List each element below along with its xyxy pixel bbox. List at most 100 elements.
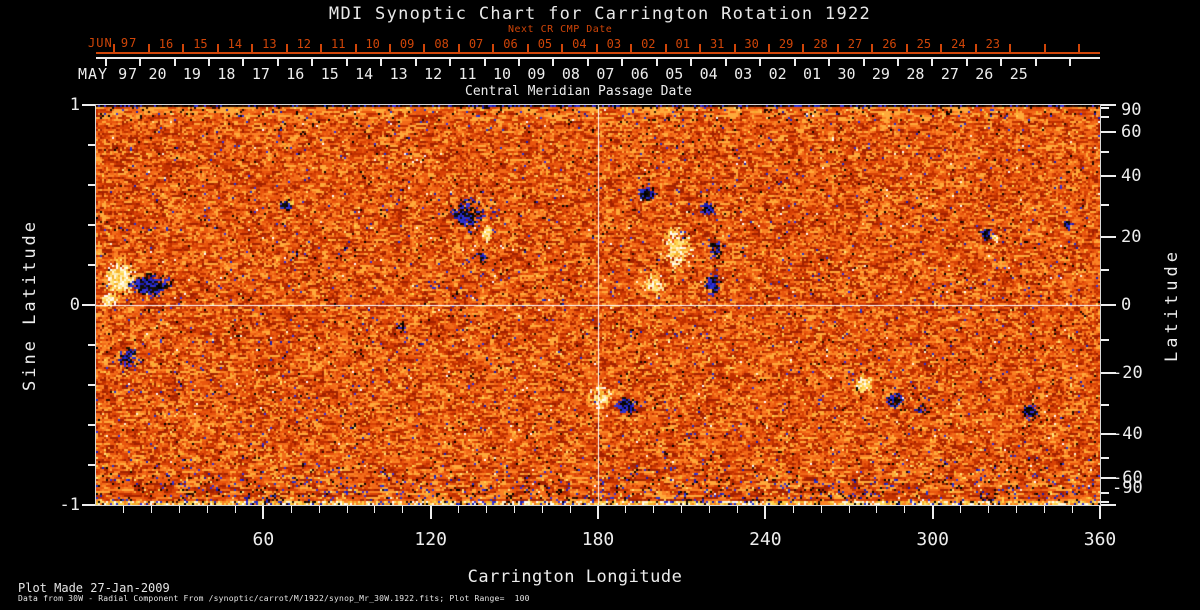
red-axis-tick bbox=[836, 44, 839, 52]
longitude-minor-tick bbox=[207, 506, 209, 513]
white-date-label: 04 bbox=[699, 65, 718, 83]
white-date-label: 01 bbox=[803, 65, 822, 83]
red-date-label: 09 bbox=[399, 37, 415, 51]
latitude-minor-tick bbox=[1101, 204, 1109, 206]
longitude-minor-tick bbox=[960, 506, 962, 513]
latitude-tick-label: -40 bbox=[1112, 423, 1143, 444]
red-axis-tick bbox=[147, 44, 150, 52]
white-date-label: 10 bbox=[492, 65, 512, 83]
red-axis-tick bbox=[595, 44, 598, 52]
red-date-label: 01 bbox=[675, 37, 690, 51]
latitude-minor-tick bbox=[1101, 116, 1109, 119]
longitude-minor-tick bbox=[179, 506, 181, 513]
white-axis-tick bbox=[896, 59, 899, 66]
white-axis-tick bbox=[586, 59, 589, 66]
footer-plot-made: Plot Made 27-Jan-2009 bbox=[18, 581, 170, 595]
longitude-minor-tick bbox=[151, 506, 153, 513]
latitude-major-tick bbox=[1101, 504, 1116, 506]
red-date-label: 05 bbox=[537, 37, 553, 51]
magnetogram-image bbox=[96, 105, 1100, 505]
longitude-major-tick bbox=[764, 506, 767, 519]
white-axis-tick bbox=[965, 59, 968, 66]
longitude-minor-tick bbox=[736, 506, 738, 513]
white-axis-tick bbox=[862, 59, 865, 66]
latitude-minor-tick bbox=[1101, 338, 1109, 341]
latitude-major-tick bbox=[1101, 175, 1116, 178]
sine-latitude-minor-tick bbox=[88, 464, 96, 466]
latitude-tick-label: 60 bbox=[1121, 121, 1142, 142]
longitude-minor-tick bbox=[541, 506, 543, 513]
white-axis-tick bbox=[345, 59, 348, 66]
longitude-minor-tick bbox=[402, 506, 404, 513]
longitude-tick-label: 120 bbox=[414, 529, 447, 550]
white-date-label: 14 bbox=[355, 65, 374, 83]
red-date-label: 12 bbox=[296, 37, 312, 51]
longitude-major-tick bbox=[429, 506, 432, 519]
white-axis-tick bbox=[828, 59, 831, 66]
red-date-label: 30 bbox=[744, 37, 759, 51]
white-axis-line bbox=[96, 57, 1100, 59]
white-date-label: 15 bbox=[320, 65, 339, 83]
red-axis-tick bbox=[182, 44, 185, 52]
white-axis-tick bbox=[552, 59, 555, 66]
white-axis-tick bbox=[655, 59, 658, 66]
red-axis-tick bbox=[561, 44, 564, 52]
red-axis-tick bbox=[940, 44, 943, 52]
white-axis-tick bbox=[793, 59, 796, 66]
white-date-label: 08 bbox=[561, 65, 580, 83]
plot-frame bbox=[95, 104, 1101, 506]
sine-latitude-tick-label: -1 bbox=[59, 495, 80, 515]
longitude-minor-tick bbox=[569, 506, 571, 513]
red-date-label: 23 bbox=[985, 37, 1001, 51]
longitude-minor-tick bbox=[792, 506, 794, 513]
longitude-tick-label: 240 bbox=[749, 529, 782, 550]
latitude-minor-tick bbox=[1101, 269, 1109, 272]
latitude-major-tick bbox=[1101, 104, 1116, 106]
red-axis-tick bbox=[423, 44, 426, 52]
red-axis-tick bbox=[664, 44, 667, 52]
red-axis-tick bbox=[974, 44, 977, 52]
longitude-major-tick bbox=[262, 506, 265, 519]
sine-latitude-major-tick bbox=[82, 504, 96, 506]
longitude-minor-tick bbox=[346, 506, 348, 513]
red-axis-tick bbox=[113, 44, 116, 52]
red-axis-tick bbox=[354, 44, 357, 52]
longitude-tick-label: 360 bbox=[1083, 529, 1117, 550]
white-date-label: 09 bbox=[527, 65, 546, 83]
red-date-label: 04 bbox=[572, 37, 587, 51]
red-axis-tick bbox=[871, 44, 874, 52]
white-axis-tick bbox=[173, 59, 176, 66]
latitude-major-tick bbox=[1101, 432, 1116, 435]
red-axis-tick bbox=[1078, 44, 1080, 52]
latitude-minor-tick bbox=[1101, 457, 1109, 460]
red-axis-tick bbox=[320, 44, 323, 52]
longitude-minor-tick bbox=[904, 506, 906, 513]
red-date-label: 25 bbox=[916, 37, 932, 51]
white-axis-tick bbox=[104, 59, 107, 66]
latitude-major-tick bbox=[1101, 477, 1116, 480]
chart-title: MDI Synoptic Chart for Carrington Rotati… bbox=[328, 4, 872, 24]
red-date-label: 29 bbox=[778, 37, 794, 51]
white-date-label: 20 bbox=[148, 65, 167, 83]
longitude-minor-tick bbox=[987, 506, 989, 513]
white-axis-tick bbox=[759, 59, 762, 66]
white-date-label: 17 bbox=[251, 65, 270, 83]
footer-data-source: Data from 30W - Radial Component From /s… bbox=[18, 594, 530, 603]
longitude-minor-tick bbox=[1015, 506, 1017, 513]
white-axis-tick bbox=[518, 59, 520, 66]
white-axis-tick bbox=[311, 59, 314, 66]
white-axis-tick bbox=[483, 59, 486, 66]
bottom-axis-title: Carrington Longitude bbox=[467, 567, 683, 587]
sine-latitude-major-tick bbox=[82, 104, 96, 106]
white-date-label: 11 bbox=[458, 65, 477, 83]
red-date-label: 08 bbox=[434, 37, 449, 51]
longitude-tick-label: 300 bbox=[916, 529, 949, 550]
red-axis-tick bbox=[492, 44, 495, 52]
longitude-minor-tick bbox=[234, 506, 236, 513]
cmp-axis-label: Central Meridian Passage Date bbox=[465, 84, 692, 99]
white-month-label: MAY 97 bbox=[78, 65, 139, 83]
white-date-label: 06 bbox=[630, 65, 649, 83]
red-date-label: 10 bbox=[365, 37, 380, 51]
white-axis-tick bbox=[242, 59, 245, 66]
longitude-major-tick bbox=[1099, 506, 1101, 519]
